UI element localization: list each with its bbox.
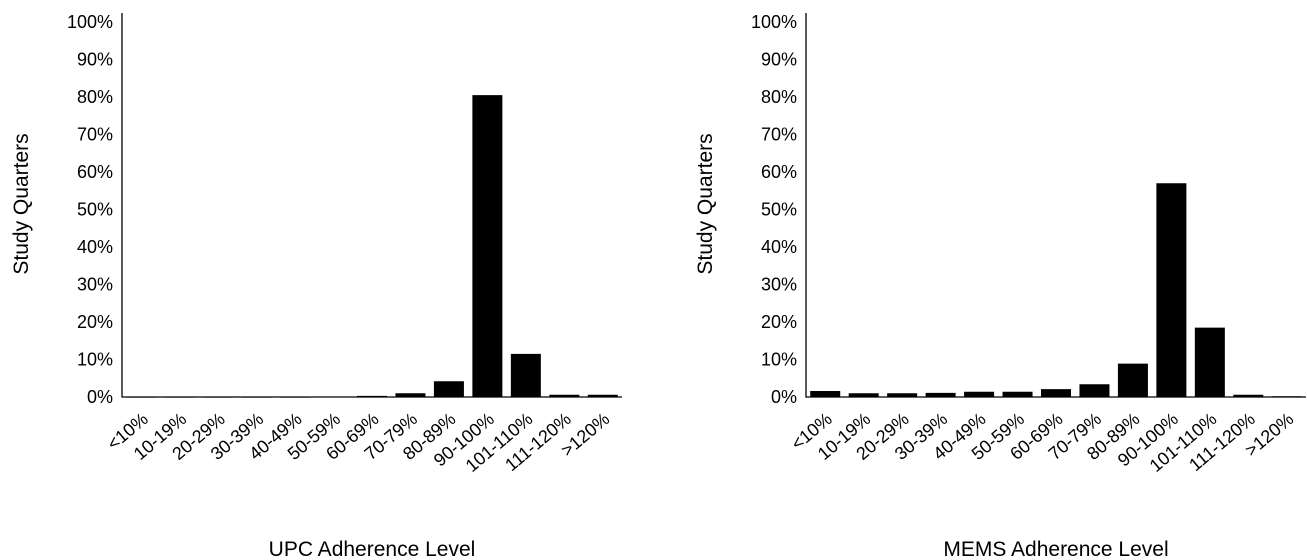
y-tick-label: 100% [67, 12, 113, 32]
y-tick-label: 60% [77, 162, 113, 182]
bar [395, 393, 426, 397]
y-tick-label: 40% [77, 237, 113, 257]
bar [1002, 391, 1033, 397]
bar [587, 394, 618, 397]
bar [1194, 327, 1225, 398]
x-ticks: <10%10-19%20-29%30-39%40-49%50-59%60-69%… [787, 409, 1297, 476]
bar [510, 353, 541, 398]
y-tick-label: 90% [77, 50, 113, 70]
bar [472, 95, 503, 398]
bars [810, 183, 1302, 398]
y-tick-label: 50% [761, 200, 797, 220]
bar [848, 393, 879, 397]
bar [1233, 394, 1264, 397]
bar [1041, 389, 1071, 398]
y-axis-title: Study Quarters [10, 133, 33, 274]
y-tick-label: 100% [751, 12, 797, 32]
bar [433, 381, 464, 397]
y-tick-label: 10% [77, 350, 113, 370]
bar [925, 392, 956, 398]
y-tick-label: 70% [77, 125, 113, 145]
bar [549, 394, 580, 397]
axes [805, 13, 1306, 398]
x-axis-title: UPC Adherence Level [269, 538, 476, 560]
mems-adherence-chart: Study Quarters MEMS Adherence Level 0% 10… [694, 12, 1306, 560]
bar [1117, 363, 1148, 398]
y-tick-label: 30% [761, 275, 797, 295]
y-tick-label: 40% [761, 237, 797, 257]
y-tick-label: 80% [77, 87, 113, 107]
upc-adherence-chart: Study Quarters UPC Adherence Level 0% 10%… [10, 12, 622, 560]
bar [887, 393, 918, 397]
bar [964, 391, 995, 397]
y-tick-label: 10% [761, 350, 797, 370]
x-ticks: <10%10-19%20-29%30-39%40-49%50-59%60-69%… [103, 409, 613, 476]
y-tick-label: 90% [761, 50, 797, 70]
bar [1156, 183, 1187, 397]
y-tick-label: 20% [77, 312, 113, 332]
y-tick-label: 60% [761, 162, 797, 182]
y-axis-title: Study Quarters [694, 133, 717, 274]
bar [810, 391, 841, 397]
bar [1079, 384, 1110, 397]
x-axis-title: MEMS Adherence Level [943, 538, 1168, 560]
y-ticks: 0% 10% 20% 30% 40% 50% 60% 70% 80% 90% 100% [751, 12, 797, 407]
y-tick-label: 30% [77, 275, 113, 295]
bars [126, 95, 618, 398]
y-tick-label: 80% [761, 87, 797, 107]
y-ticks: 0% 10% 20% 30% 40% 50% 60% 70% 80% 90% 100% [67, 12, 113, 407]
y-tick-label: 50% [77, 200, 113, 220]
y-tick-label: 70% [761, 125, 797, 145]
y-tick-label: 20% [761, 312, 797, 332]
y-tick-label: 0% [87, 387, 113, 407]
y-tick-label: 0% [771, 387, 797, 407]
axes [121, 13, 622, 398]
